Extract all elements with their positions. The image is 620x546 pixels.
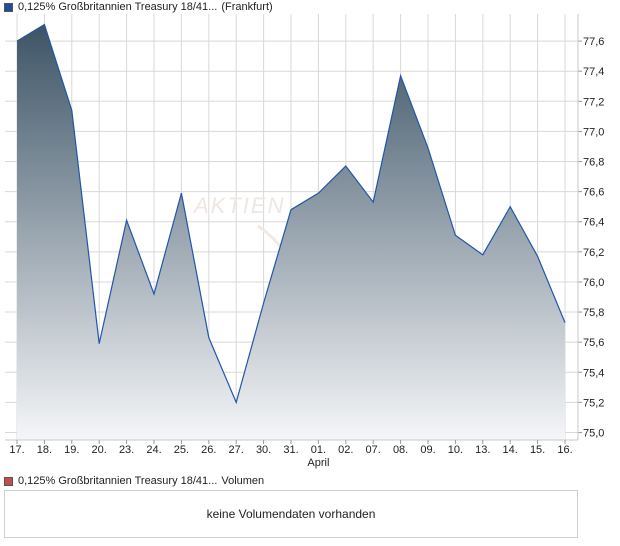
y-tick-label: 76,2 (583, 247, 604, 259)
price-legend-exchange: (Frankfurt) (221, 1, 273, 13)
x-tick-label: 10. (448, 444, 463, 456)
x-tick-label: 19. (64, 444, 79, 456)
x-tick-label: 15. (530, 444, 545, 456)
y-tick-label: 76,0 (583, 277, 604, 289)
price-legend-name: 0,125% Großbritannien Treasury 18/41... (18, 1, 218, 13)
volume-legend-swatch (4, 476, 13, 486)
x-axis-ticks: 17. 18. 19. 20. 23. 24. 25. 26. 27. 30. 31. 01. 02. 0… (9, 444, 572, 469)
price-line (16, 23, 566, 405)
price-area-fill (17, 24, 565, 440)
y-tick-label: 75,2 (583, 397, 604, 409)
x-tick-label: 08. (393, 444, 408, 456)
y-tick-label: 76,4 (583, 217, 604, 229)
chart-axes (5, 14, 582, 444)
x-tick-label: 13. (475, 444, 490, 456)
x-tick-label: 14. (503, 444, 518, 456)
volume-legend-name: 0,125% Großbritannien Treasury 18/41... (18, 475, 218, 487)
price-legend-swatch (4, 2, 13, 12)
y-tick-label: 76,6 (583, 187, 604, 199)
x-tick-label: 24. (146, 444, 161, 456)
x-tick-label: 27. (229, 444, 244, 456)
x-tick-label: 07. (366, 444, 381, 456)
x-tick-label: 26. (201, 444, 216, 456)
y-axis-ticks: 75,0 75,2 75,4 75,6 75,8 76,0 76,2 76,4 76,6 76,8… (583, 36, 604, 439)
x-tick-label: 02. (338, 444, 353, 456)
price-area-series (16, 23, 566, 440)
price-chart: AKTIEN 75,075,275,475,675,876,076,276,47… (5, 14, 604, 469)
y-tick-label: 77,4 (583, 66, 604, 78)
x-tick-label: 31. (283, 444, 298, 456)
x-tick-label: 20. (92, 444, 107, 456)
x-month-label: April (307, 457, 329, 469)
y-tick-label: 76,8 (583, 157, 604, 169)
watermark-text: AKTIEN (192, 193, 285, 218)
x-tick-label: 23. (119, 444, 134, 456)
x-tick-label: 25. (174, 444, 189, 456)
volume-empty-message: keine Volumendaten vorhanden (206, 507, 376, 521)
y-tick-label: 77,2 (583, 96, 604, 108)
y-tick-label: 77,0 (583, 126, 604, 138)
x-tick-label: 18. (37, 444, 52, 456)
x-tick-label: 16. (557, 444, 572, 456)
y-tick-label: 75,4 (583, 367, 604, 379)
y-tick-label: 77,6 (583, 36, 604, 48)
x-tick-label: 17. (9, 444, 24, 456)
y-tick-label: 75,0 (583, 427, 604, 439)
volume-panel: keine Volumendaten vorhanden (4, 490, 578, 538)
x-tick-label: 30. (256, 444, 271, 456)
price-legend: 0,125% Großbritannien Treasury 18/41... … (4, 0, 276, 14)
volume-legend-label: Volumen (221, 475, 265, 487)
y-tick-label: 75,8 (583, 307, 604, 319)
x-tick-label: 01. (311, 444, 326, 456)
x-tick-label: 09. (420, 444, 435, 456)
y-tick-label: 75,6 (583, 337, 604, 349)
volume-legend: 0,125% Großbritannien Treasury 18/41... … (4, 474, 267, 488)
watermark-swoosh-icon (257, 224, 282, 247)
